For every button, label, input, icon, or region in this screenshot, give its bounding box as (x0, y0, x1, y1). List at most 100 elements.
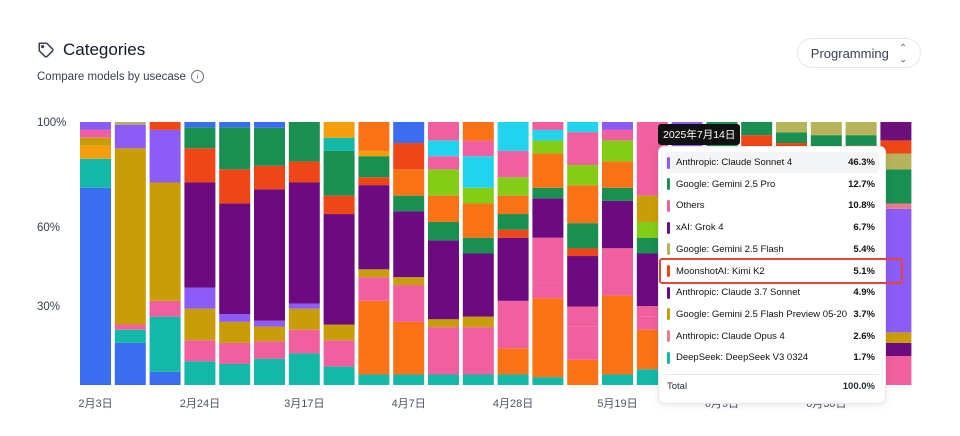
bar-segment[interactable] (462, 253, 494, 317)
bar-segment[interactable] (323, 366, 355, 385)
bar-segment[interactable] (288, 182, 320, 304)
bar-segment[interactable] (149, 300, 181, 317)
bar-segment[interactable] (219, 321, 251, 343)
bar-segment[interactable] (184, 308, 216, 341)
bar-segment[interactable] (880, 153, 912, 170)
bar-segment[interactable] (219, 169, 251, 204)
bar-segment[interactable] (602, 140, 633, 162)
bar-segment[interactable] (567, 223, 599, 249)
bar-segment[interactable] (567, 122, 599, 133)
bar-segment[interactable] (602, 295, 633, 375)
bar-segment[interactable] (323, 137, 355, 151)
bar-segment[interactable] (114, 148, 146, 325)
bar-segment[interactable] (602, 248, 633, 296)
bar-segment[interactable] (602, 161, 633, 188)
bar-segment[interactable] (358, 300, 390, 375)
bar-segment[interactable] (219, 122, 251, 128)
bar-segment[interactable] (880, 342, 912, 357)
bar-segment[interactable] (567, 164, 599, 186)
bar-segment[interactable] (880, 203, 912, 209)
bar-segment[interactable] (323, 214, 355, 325)
bar-segment[interactable] (532, 282, 564, 299)
bar-segment[interactable] (80, 122, 111, 130)
bar-segment[interactable] (288, 303, 320, 309)
bar-segment[interactable] (254, 341, 285, 359)
bar-segment[interactable] (288, 329, 320, 354)
bar-segment[interactable] (532, 377, 564, 385)
bar-segment[interactable] (254, 326, 285, 342)
usecase-select[interactable]: Programming ⌃ ⌃ (797, 38, 921, 68)
bar-segment[interactable] (462, 140, 494, 157)
stacked-bar[interactable] (149, 122, 181, 385)
bar-segment[interactable] (219, 203, 251, 314)
bar-segment[interactable] (810, 135, 842, 149)
stacked-bar[interactable] (497, 122, 529, 385)
bar-segment[interactable] (80, 137, 111, 146)
bar-segment[interactable] (462, 237, 494, 254)
bar-segment[interactable] (149, 316, 181, 372)
bar-segment[interactable] (393, 374, 425, 385)
bar-segment[interactable] (288, 122, 320, 162)
stacked-bar[interactable] (80, 122, 111, 385)
bar-segment[interactable] (567, 256, 599, 307)
bar-segment[interactable] (602, 129, 633, 141)
bar-segment[interactable] (254, 358, 285, 385)
bar-segment[interactable] (184, 122, 216, 128)
bar-segment[interactable] (428, 374, 459, 385)
bar-segment[interactable] (80, 129, 111, 138)
bar-segment[interactable] (428, 240, 459, 320)
bar-segment[interactable] (497, 348, 529, 375)
bar-segment[interactable] (393, 321, 425, 375)
bar-segment[interactable] (323, 150, 355, 196)
bar-segment[interactable] (358, 185, 390, 270)
bar-segment[interactable] (532, 140, 564, 154)
bar-segment[interactable] (393, 195, 425, 212)
bar-segment[interactable] (114, 342, 146, 385)
stacked-bar[interactable] (880, 122, 912, 385)
stacked-bar[interactable] (358, 122, 390, 385)
bar-segment[interactable] (254, 165, 285, 190)
bar-segment[interactable] (497, 195, 529, 215)
stacked-bar[interactable] (532, 122, 564, 385)
bar-segment[interactable] (149, 371, 181, 385)
bar-segment[interactable] (462, 156, 494, 188)
bar-segment[interactable] (358, 156, 390, 178)
bar-segment[interactable] (358, 269, 390, 278)
bar-segment[interactable] (428, 140, 459, 157)
bar-segment[interactable] (254, 320, 285, 327)
bar-segment[interactable] (149, 129, 181, 183)
stacked-bar[interactable] (393, 122, 425, 385)
bar-segment[interactable] (219, 313, 251, 322)
bar-segment[interactable] (393, 122, 425, 144)
bar-segment[interactable] (462, 316, 494, 328)
bar-segment[interactable] (184, 287, 216, 309)
bar-segment[interactable] (428, 221, 459, 241)
bar-segment[interactable] (532, 237, 564, 283)
bar-segment[interactable] (358, 122, 390, 151)
bar-segment[interactable] (810, 122, 842, 136)
bar-segment[interactable] (393, 285, 425, 322)
info-icon[interactable]: i (190, 70, 204, 83)
stacked-bar[interactable] (462, 122, 494, 385)
bar-segment[interactable] (358, 177, 390, 186)
stacked-bar[interactable] (428, 122, 459, 385)
bar-segment[interactable] (323, 324, 355, 341)
bar-segment[interactable] (462, 187, 494, 204)
bar-segment[interactable] (428, 156, 459, 170)
bar-segment[interactable] (497, 122, 529, 151)
bar-segment[interactable] (80, 187, 111, 385)
bar-segment[interactable] (114, 124, 146, 149)
bar-segment[interactable] (184, 127, 216, 149)
bar-segment[interactable] (567, 248, 599, 257)
bar-segment[interactable] (636, 306, 668, 317)
bar-segment[interactable] (497, 214, 529, 230)
bar-segment[interactable] (532, 153, 564, 188)
bar-segment[interactable] (497, 229, 529, 238)
bar-segment[interactable] (288, 308, 320, 330)
bar-segment[interactable] (358, 277, 390, 301)
stacked-bar[interactable] (323, 122, 355, 385)
bar-segment[interactable] (497, 177, 529, 196)
stacked-bar[interactable] (288, 122, 320, 385)
bar-segment[interactable] (184, 361, 216, 385)
bar-segment[interactable] (184, 340, 216, 362)
